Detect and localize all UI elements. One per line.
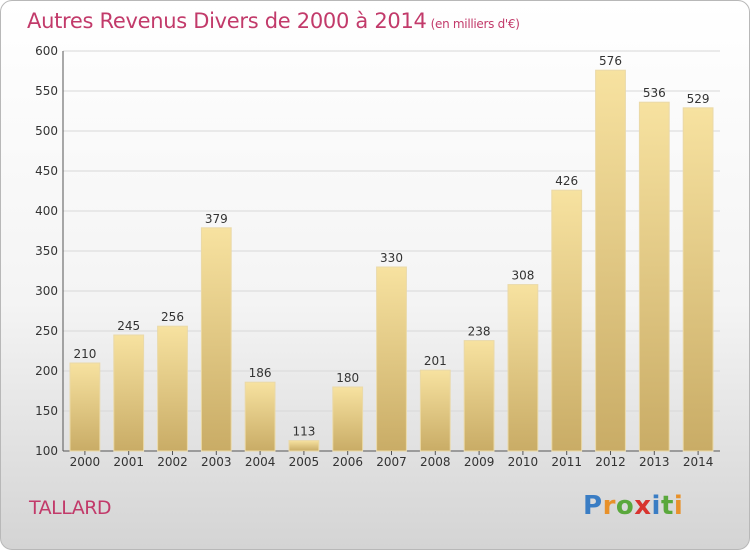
y-tick-label: 400 — [35, 204, 58, 218]
data-label: 245 — [117, 319, 140, 333]
x-tick-label: 2013 — [639, 455, 670, 469]
bar — [419, 369, 451, 452]
bar — [332, 386, 364, 452]
data-label: 379 — [205, 212, 228, 226]
bar — [638, 101, 670, 452]
data-label: 529 — [687, 92, 710, 106]
x-tick-label: 2001 — [113, 455, 144, 469]
data-label: 330 — [380, 251, 403, 265]
x-tick-label: 2010 — [508, 455, 539, 469]
bar — [244, 381, 276, 452]
logo-letter: o — [615, 491, 635, 521]
bar — [157, 325, 188, 452]
x-tick-label: 2000 — [70, 455, 101, 469]
bar — [69, 362, 101, 452]
data-label: 308 — [511, 269, 534, 283]
y-tick-label: 100 — [35, 444, 58, 458]
data-label: 536 — [643, 86, 666, 100]
y-tick-label: 250 — [35, 324, 58, 338]
logo-letter: x — [634, 491, 652, 521]
x-tick-label: 2003 — [201, 455, 232, 469]
x-tick-label: 2009 — [464, 455, 495, 469]
bar — [376, 266, 407, 452]
bar — [463, 340, 495, 452]
x-tick-label: 2004 — [245, 455, 276, 469]
y-tick-label: 150 — [35, 404, 58, 418]
bar — [288, 440, 320, 452]
data-label: 426 — [555, 174, 578, 188]
chart-title-text: Autres Revenus Divers de 2000 à 2014 — [27, 9, 427, 33]
logo-letter: i — [673, 491, 684, 521]
logo-letter: i — [651, 491, 661, 521]
x-tick-label: 2007 — [376, 455, 407, 469]
x-tick-label: 2002 — [157, 455, 188, 469]
x-tick-label: 2005 — [289, 455, 320, 469]
commune-name: TALLARD — [29, 497, 112, 519]
data-label: 186 — [249, 366, 272, 380]
logo-letter: t — [660, 491, 674, 521]
y-tick-label: 450 — [35, 164, 58, 178]
y-tick-label: 550 — [35, 84, 58, 98]
x-tick-label: 2014 — [683, 455, 714, 469]
bar — [507, 284, 539, 452]
y-tick-label: 350 — [35, 244, 58, 258]
data-label: 238 — [468, 325, 491, 339]
data-label: 210 — [73, 347, 96, 361]
bar — [595, 69, 626, 452]
logo-letter: P — [583, 491, 603, 521]
proxiti-logo: Proxiti — [583, 491, 683, 521]
chart-title: Autres Revenus Divers de 2000 à 2014 (en … — [27, 9, 520, 33]
bar — [113, 334, 145, 452]
chart-subtitle: (en milliers d'€) — [430, 17, 520, 31]
bar — [682, 107, 714, 452]
y-tick-label: 500 — [35, 124, 58, 138]
y-tick-label: 200 — [35, 364, 58, 378]
data-label: 180 — [336, 371, 359, 385]
x-tick-label: 2011 — [551, 455, 582, 469]
x-tick-label: 2006 — [332, 455, 363, 469]
y-tick-label: 300 — [35, 284, 58, 298]
data-label: 576 — [599, 54, 622, 68]
x-tick-label: 2012 — [595, 455, 626, 469]
data-label: 113 — [292, 425, 315, 439]
data-label: 256 — [161, 310, 184, 324]
bar — [200, 227, 232, 452]
y-tick-label: 600 — [35, 44, 58, 58]
x-tick-label: 2008 — [420, 455, 451, 469]
logo-letter: r — [602, 491, 616, 521]
bar — [551, 189, 583, 452]
data-label: 201 — [424, 354, 447, 368]
